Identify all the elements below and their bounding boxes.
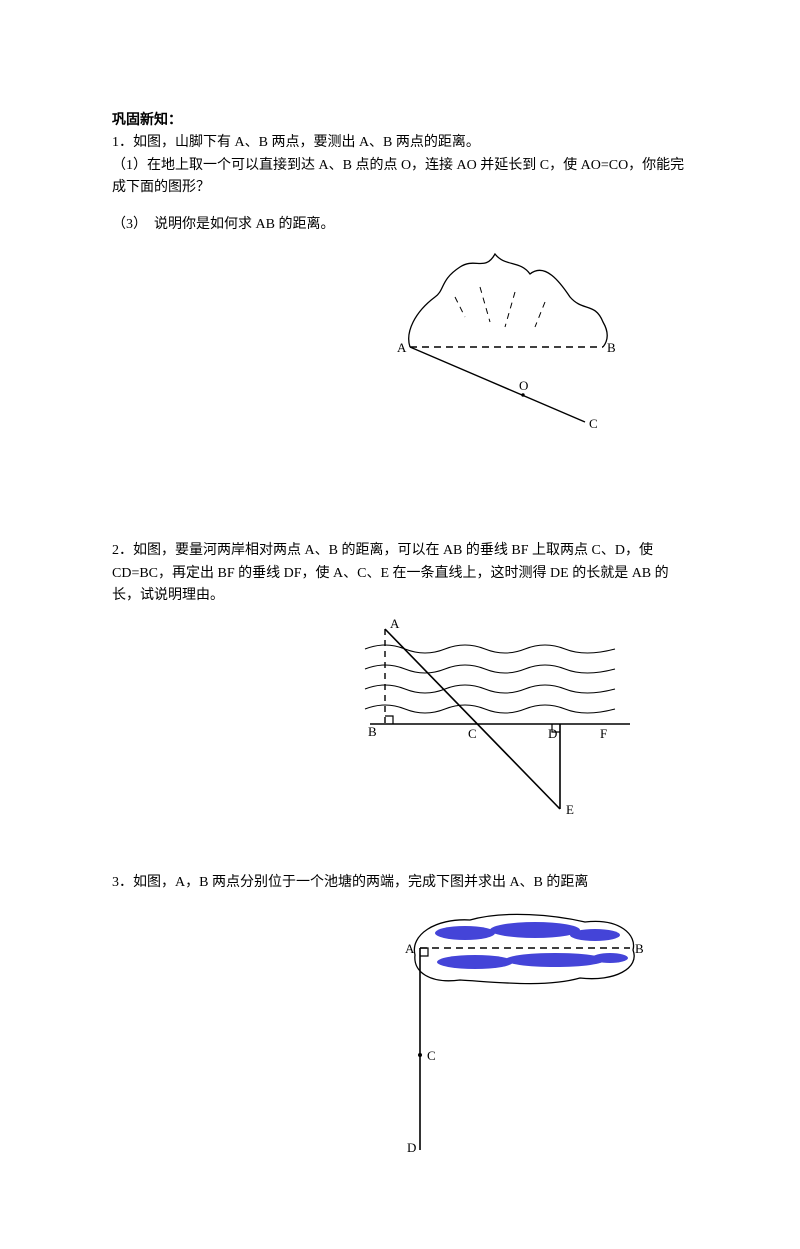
p3-line1: 3．如图，A，B 两点分别位于一个池塘的两端，完成下图并求出 A、B 的距离 bbox=[112, 872, 688, 894]
river-diagram-icon: A B C D F E bbox=[340, 614, 640, 824]
problem-1: 1．如图，山脚下有 A、B 两点，要测出 A、B 两点的距离。 （1）在地上取一… bbox=[112, 132, 688, 440]
label-A: A bbox=[390, 616, 400, 631]
label-A: A bbox=[405, 941, 415, 956]
document-page: 巩固新知： 1．如图，山脚下有 A、B 两点，要测出 A、B 两点的距离。 （1… bbox=[0, 0, 800, 1249]
label-F: F bbox=[600, 726, 607, 741]
label-C: C bbox=[427, 1048, 436, 1063]
label-A: A bbox=[397, 340, 407, 355]
label-B: B bbox=[607, 340, 616, 355]
pond-diagram-icon: A B C D bbox=[385, 900, 655, 1160]
p1-line1: 1．如图，山脚下有 A、B 两点，要测出 A、B 两点的距离。 bbox=[112, 132, 688, 154]
p3-figure: A B C D bbox=[112, 900, 688, 1168]
label-B: B bbox=[635, 941, 644, 956]
label-B: B bbox=[368, 724, 377, 739]
mountain-diagram-icon: A B O C bbox=[385, 242, 655, 432]
label-D: D bbox=[548, 726, 557, 741]
p1-line3: （3） 说明你是如何求 AB 的距离。 bbox=[112, 214, 688, 236]
label-C: C bbox=[589, 416, 598, 431]
section-title: 巩固新知： bbox=[112, 110, 688, 132]
p2-line1: 2．如图，要量河两岸相对两点 A、B 的距离，可以在 AB 的垂线 BF 上取两… bbox=[112, 540, 688, 607]
label-D: D bbox=[407, 1140, 416, 1155]
pond-water-icon bbox=[435, 922, 628, 969]
label-E: E bbox=[566, 802, 574, 817]
problem-2: 2．如图，要量河两岸相对两点 A、B 的距离，可以在 AB 的垂线 BF 上取两… bbox=[112, 540, 688, 832]
label-O: O bbox=[519, 378, 528, 393]
p2-figure: A B C D F E bbox=[112, 614, 688, 832]
problem-3: 3．如图，A，B 两点分别位于一个池塘的两端，完成下图并求出 A、B 的距离 bbox=[112, 872, 688, 1169]
label-C: C bbox=[468, 726, 477, 741]
p1-line2: （1）在地上取一个可以直接到达 A、B 点的点 O，连接 AO 并延长到 C，使… bbox=[112, 155, 688, 200]
p1-figure: A B O C bbox=[112, 242, 688, 440]
